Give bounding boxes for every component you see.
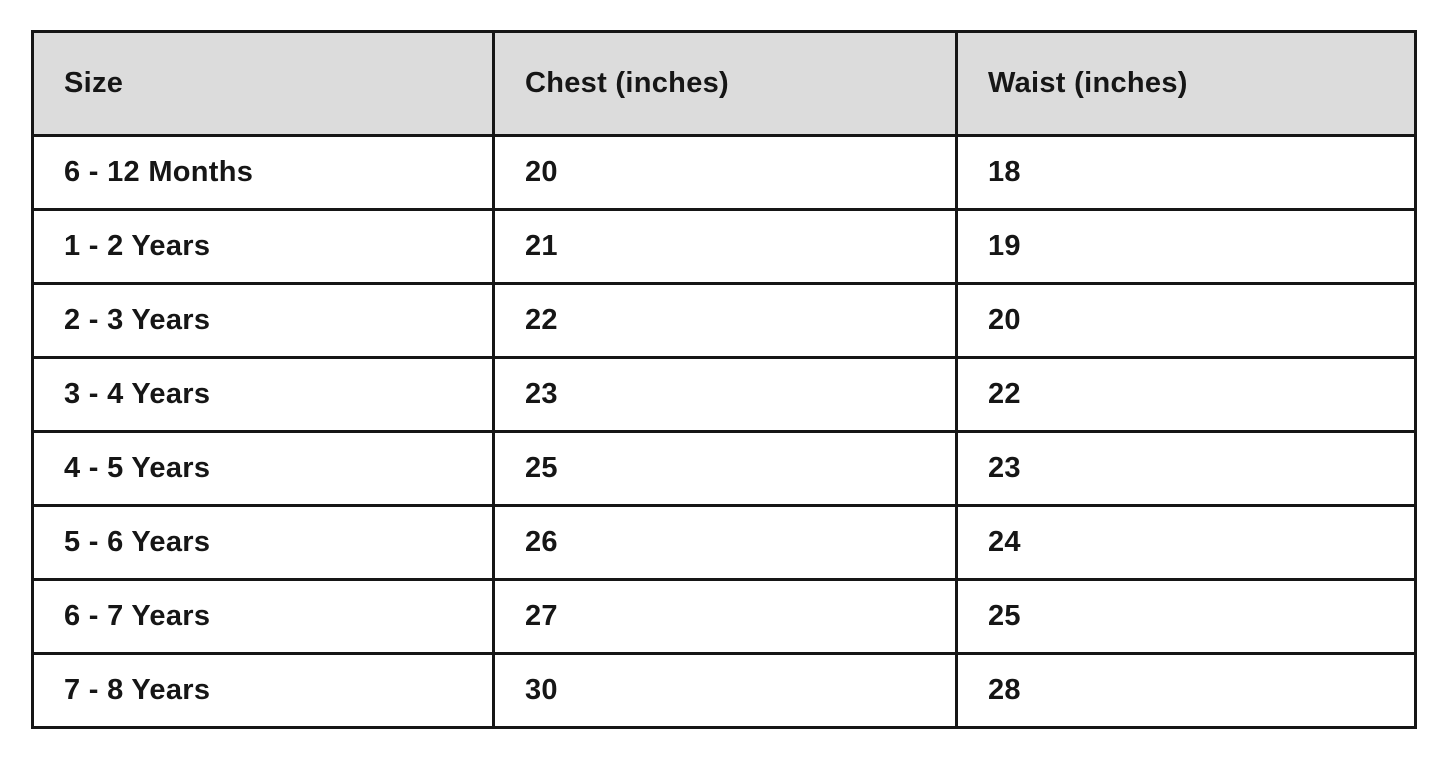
chest-cell: 26 bbox=[492, 504, 958, 581]
table-row: 3 - 4 Years 23 22 bbox=[31, 356, 1417, 433]
size-cell: 1 - 2 Years bbox=[31, 208, 495, 285]
size-cell: 2 - 3 Years bbox=[31, 282, 495, 359]
size-cell: 6 - 12 Months bbox=[31, 134, 495, 211]
waist-cell: 28 bbox=[955, 652, 1417, 729]
header-row: Size Chest (inches) Waist (inches) bbox=[31, 30, 1417, 137]
header-chest: Chest (inches) bbox=[492, 30, 958, 137]
table-row: 6 - 7 Years 27 25 bbox=[31, 578, 1417, 655]
chest-cell: 27 bbox=[492, 578, 958, 655]
table-row: 1 - 2 Years 21 19 bbox=[31, 208, 1417, 285]
chest-cell: 23 bbox=[492, 356, 958, 433]
table-row: 4 - 5 Years 25 23 bbox=[31, 430, 1417, 507]
waist-cell: 24 bbox=[955, 504, 1417, 581]
chest-cell: 20 bbox=[492, 134, 958, 211]
chest-cell: 25 bbox=[492, 430, 958, 507]
waist-cell: 25 bbox=[955, 578, 1417, 655]
size-cell: 5 - 6 Years bbox=[31, 504, 495, 581]
table-row: 6 - 12 Months 20 18 bbox=[31, 134, 1417, 211]
size-cell: 3 - 4 Years bbox=[31, 356, 495, 433]
table-row: 7 - 8 Years 30 28 bbox=[31, 652, 1417, 729]
table-row: 2 - 3 Years 22 20 bbox=[31, 282, 1417, 359]
header-waist: Waist (inches) bbox=[955, 30, 1417, 137]
chest-cell: 22 bbox=[492, 282, 958, 359]
size-cell: 6 - 7 Years bbox=[31, 578, 495, 655]
size-chart-container: Size Chest (inches) Waist (inches) 6 - 1… bbox=[31, 30, 1417, 729]
table-row: 5 - 6 Years 26 24 bbox=[31, 504, 1417, 581]
waist-cell: 19 bbox=[955, 208, 1417, 285]
chest-cell: 21 bbox=[492, 208, 958, 285]
header-size: Size bbox=[31, 30, 495, 137]
waist-cell: 22 bbox=[955, 356, 1417, 433]
size-chart-table: Size Chest (inches) Waist (inches) 6 - 1… bbox=[31, 30, 1417, 729]
waist-cell: 23 bbox=[955, 430, 1417, 507]
chest-cell: 30 bbox=[492, 652, 958, 729]
waist-cell: 20 bbox=[955, 282, 1417, 359]
size-cell: 7 - 8 Years bbox=[31, 652, 495, 729]
waist-cell: 18 bbox=[955, 134, 1417, 211]
size-cell: 4 - 5 Years bbox=[31, 430, 495, 507]
